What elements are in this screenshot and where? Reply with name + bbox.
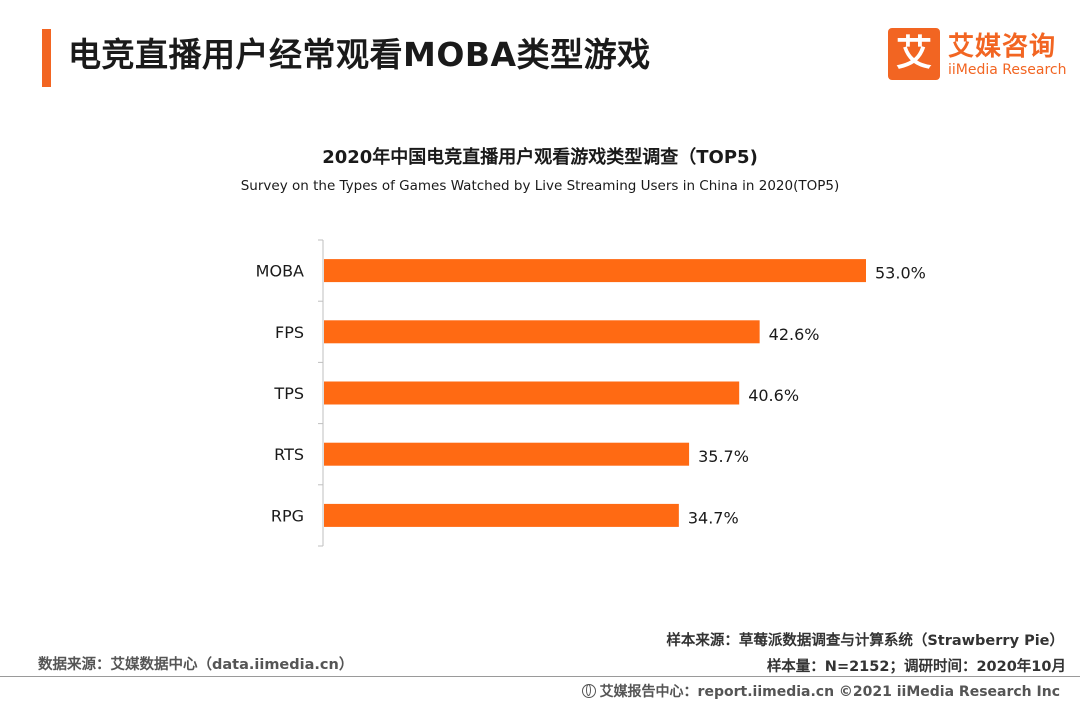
- globe-icon: [581, 684, 596, 698]
- footer: 艾媒报告中心：report.iimedia.cn ©2021 iiMedia R…: [581, 681, 1060, 701]
- title-accent-bar: [42, 29, 51, 87]
- category-label: TPS: [273, 384, 304, 403]
- logo-en-text: iiMedia Research: [948, 62, 1067, 78]
- value-label: 35.7%: [698, 447, 749, 466]
- sample-size-note: 样本量：N=2152；调研时间：2020年10月: [766, 659, 1066, 675]
- value-label: 42.6%: [769, 325, 820, 344]
- footer-text: 艾媒报告中心：report.iimedia.cn ©2021 iiMedia R…: [599, 684, 1060, 700]
- category-label: FPS: [275, 323, 304, 342]
- category-label: RTS: [274, 445, 304, 464]
- data-source-note: 数据来源：艾媒数据中心（data.iimedia.cn）: [38, 657, 354, 673]
- logo-cn-text: 艾媒咨询: [948, 32, 1057, 62]
- category-label: RPG: [271, 506, 304, 525]
- bar-rpg: [324, 503, 679, 527]
- sample-source-note: 样本来源：草莓派数据调查与计算系统（Strawberry Pie）: [666, 633, 1064, 649]
- value-label: 40.6%: [748, 386, 799, 405]
- bar-tps: [324, 381, 740, 405]
- logo-mark: 艾: [888, 28, 940, 80]
- chart-title: 2020年中国电竞直播用户观看游戏类型调查（TOP5): [322, 147, 758, 168]
- bar-rts: [324, 442, 690, 466]
- category-label: MOBA: [256, 262, 304, 281]
- footer-divider: [0, 676, 1080, 677]
- value-label: 53.0%: [875, 264, 926, 283]
- bar-fps: [324, 320, 760, 344]
- chart-subtitle: Survey on the Types of Games Watched by …: [240, 178, 840, 194]
- iimedia-logo: 艾 艾媒咨询 iiMedia Research: [888, 28, 1067, 84]
- bar-moba: [324, 259, 866, 283]
- page-title: 电竞直播用户经常观看MOBA类型游戏: [68, 35, 651, 74]
- value-label: 34.7%: [688, 508, 739, 527]
